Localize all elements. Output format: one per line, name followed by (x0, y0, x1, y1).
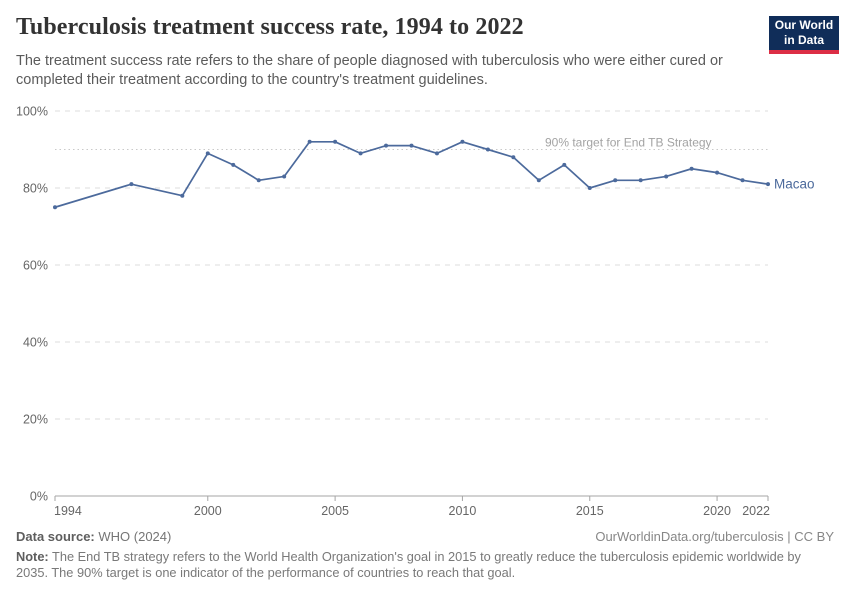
data-point[interactable] (460, 139, 465, 144)
y-tick-label: 80% (23, 182, 48, 196)
y-tick-label: 100% (16, 105, 48, 119)
data-source-label: Data source: (16, 529, 95, 544)
data-source-value: WHO (2024) (98, 529, 172, 544)
y-tick-label: 40% (23, 336, 48, 350)
data-point[interactable] (256, 178, 261, 183)
x-tick-label: 2015 (576, 504, 604, 518)
series-label-macao[interactable]: Macao (774, 177, 815, 192)
data-point[interactable] (384, 143, 389, 148)
chart-canvas: 0% 20% 40% 60% 80% 100% 90% target for End TB … (16, 105, 815, 519)
data-point[interactable] (180, 193, 185, 198)
chart-note-text: The End TB strategy refers to the World … (16, 549, 801, 580)
x-tick-label: 1994 (54, 504, 82, 518)
data-point[interactable] (562, 162, 567, 167)
data-point[interactable] (536, 178, 541, 183)
x-tick-label: 2000 (194, 504, 222, 518)
chart-title: Tuberculosis treatment success rate, 199… (16, 14, 524, 40)
data-point[interactable] (231, 162, 236, 167)
data-source: Data source: WHO (2024) (16, 529, 171, 544)
data-point[interactable] (715, 170, 720, 175)
data-point[interactable] (129, 182, 134, 187)
data-point[interactable] (409, 143, 414, 148)
data-point[interactable] (333, 139, 338, 144)
chart-note: Note: The End TB strategy refers to the … (16, 549, 834, 580)
license-link[interactable]: OurWorldinData.org/tuberculosis | CC BY (595, 529, 834, 544)
owid-logo-line1: Our World (774, 18, 834, 32)
data-point[interactable] (434, 151, 439, 156)
chart-note-label: Note: (16, 549, 49, 564)
x-tick-label: 2005 (321, 504, 349, 518)
y-tick-label: 60% (23, 259, 48, 273)
data-point[interactable] (358, 151, 363, 156)
x-tick-label: 2022 (742, 504, 770, 518)
series-line-macao[interactable] (54, 140, 769, 209)
data-point[interactable] (53, 205, 57, 210)
data-point[interactable] (740, 178, 745, 183)
y-tick-label: 0% (30, 490, 48, 504)
data-point[interactable] (485, 147, 490, 152)
y-tick-label: 20% (23, 413, 48, 427)
data-point[interactable] (689, 166, 694, 171)
target-line-label: 90% target for End TB Strategy (545, 136, 712, 150)
data-point[interactable] (664, 174, 669, 179)
owid-logo[interactable]: Our World in Data (769, 16, 839, 54)
data-point[interactable] (638, 178, 643, 183)
chart-area: 0% 20% 40% 60% 80% 100% 90% target for End TB … (0, 95, 850, 530)
data-point[interactable] (282, 174, 287, 179)
x-tick-label: 2010 (449, 504, 477, 518)
x-tick-label: 2020 (703, 504, 731, 518)
data-point[interactable] (766, 182, 770, 187)
chart-subtitle: The treatment success rate refers to the… (16, 53, 723, 88)
owid-logo-line2: in Data (783, 33, 824, 47)
data-point[interactable] (511, 155, 516, 160)
data-point[interactable] (307, 139, 312, 144)
data-point[interactable] (205, 151, 210, 156)
chart-footer: Data source: WHO (2024) OurWorldinData.o… (16, 529, 834, 580)
data-point[interactable] (587, 186, 592, 190)
data-point[interactable] (613, 178, 618, 183)
